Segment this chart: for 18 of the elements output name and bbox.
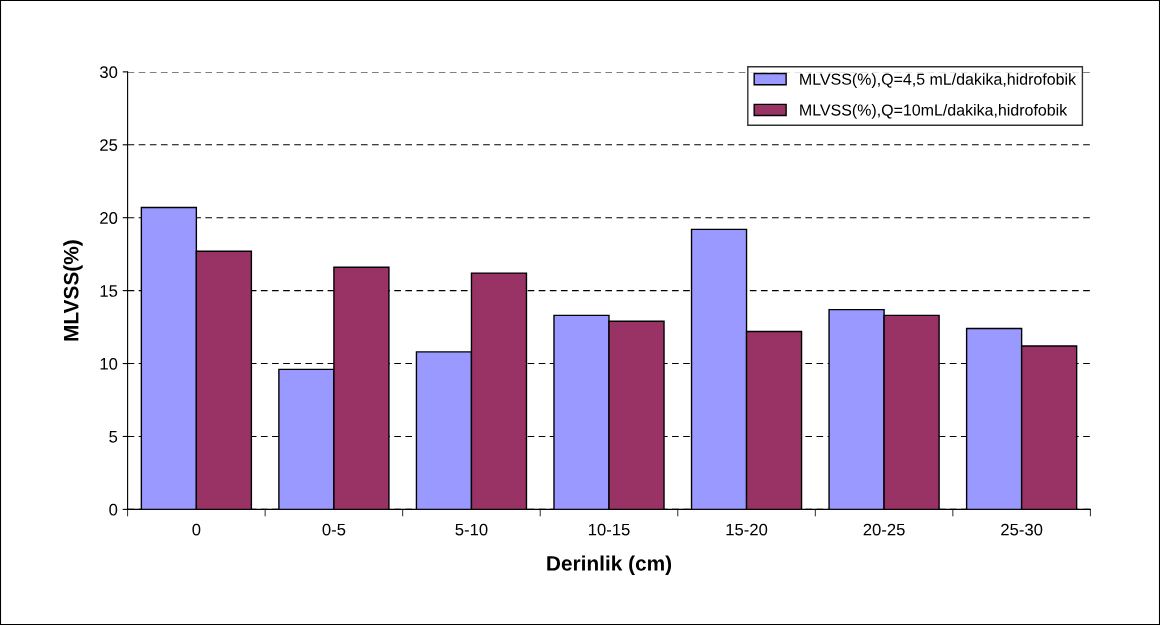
x-tick-label: 0-5 [322, 523, 346, 536]
x-tick-label: 25-30 [1001, 523, 1043, 536]
y-tick-label: 20 [100, 212, 118, 224]
y-tick-label: 0 [109, 503, 118, 516]
y-tick-label: 30 [99, 66, 118, 79]
x-tick-label: 20-25 [863, 523, 905, 536]
x-tick-label: 10-15 [588, 523, 630, 536]
x-tick-label: 0 [192, 523, 201, 536]
y-tick-label: 10 [100, 357, 118, 370]
y-tick-label: 15 [100, 285, 118, 297]
legend-label: MLVSS(%),Q=10mL/dakika,hidrofobik [800, 103, 1068, 119]
y-axis-title: MLVSS(%) [63, 240, 83, 341]
y-tick-label: 25 [100, 139, 118, 151]
x-axis-title: Derinlik (cm) [547, 555, 672, 575]
legend-label: MLVSS(%),Q=4,5 mL/dakika,hidrofobik [800, 73, 1077, 89]
x-tick-label: 5-10 [455, 523, 488, 536]
y-tick-label: 5 [109, 431, 118, 443]
x-tick-label: 15-20 [726, 523, 768, 536]
